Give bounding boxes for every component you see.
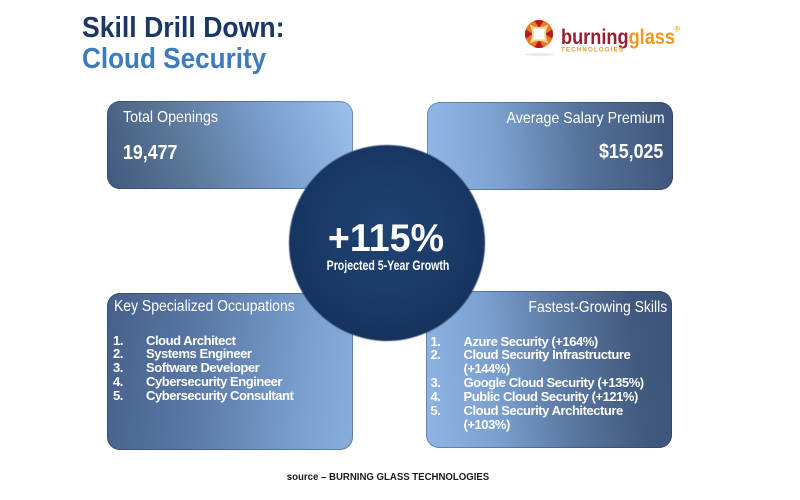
svg-text:TECHNOLOGIES: TECHNOLOGIES <box>561 47 623 54</box>
svg-text:®: ® <box>675 25 681 34</box>
svg-text:burningglass: burningglass <box>561 25 675 49</box>
